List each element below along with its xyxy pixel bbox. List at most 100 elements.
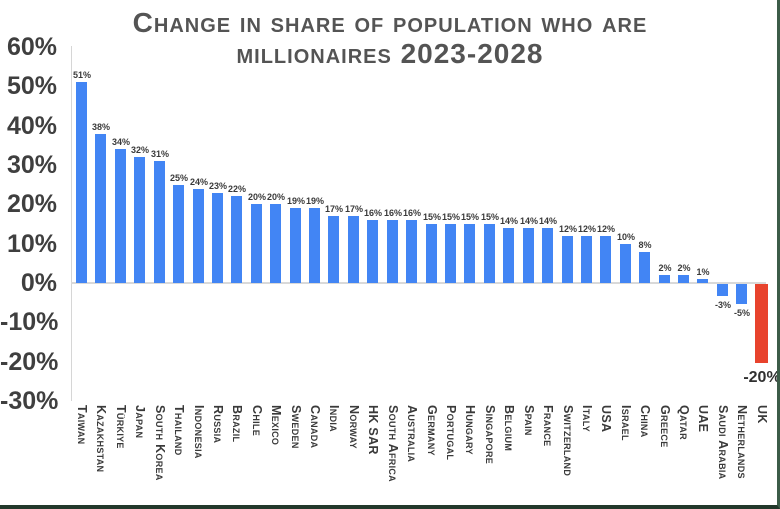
category-label: Hungary [463, 405, 477, 455]
value-label: 20% [247, 192, 266, 202]
category-label: Qatar [677, 405, 691, 440]
category-label: Israel [619, 405, 633, 441]
category-label: Saudi Arabia [716, 405, 730, 480]
category-label: India [327, 405, 341, 432]
bar-usa [600, 236, 611, 283]
value-label: 38% [91, 122, 110, 132]
value-label: 22% [227, 184, 246, 194]
chart-title-line-1: Change in share of population who are [132, 7, 648, 38]
bar-india [328, 216, 339, 283]
y-tick-label: 10% [6, 229, 57, 258]
y-tick-label: 40% [6, 111, 57, 140]
value-label: -20% [743, 369, 780, 386]
value-label: 51% [72, 70, 91, 80]
y-tick-label: -20% [0, 347, 59, 376]
value-label: 16% [383, 208, 402, 218]
y-axis-line [71, 46, 72, 401]
y-tick-label: -10% [0, 308, 59, 337]
bar-germany [426, 224, 437, 283]
value-label: 12% [596, 224, 615, 234]
value-label: 15% [422, 212, 441, 222]
bar-australia [406, 220, 417, 283]
value-label: 15% [480, 212, 499, 222]
value-label: 12% [558, 224, 577, 234]
bar-indonesia [193, 189, 204, 283]
y-tick-label: 20% [6, 190, 57, 219]
category-label: Greece [658, 405, 672, 448]
bar-belgium [503, 228, 514, 283]
bar-mexico [270, 204, 281, 283]
value-label: 19% [286, 196, 305, 206]
bar-sweden [290, 208, 301, 283]
bar-kazakhstan [95, 134, 106, 283]
value-label: 16% [402, 208, 421, 218]
bar-uk [755, 284, 768, 363]
bar-uae [697, 279, 708, 283]
value-label: 23% [208, 181, 227, 191]
category-label: Mexico [269, 405, 283, 446]
bar-south-korea [154, 161, 165, 283]
y-tick-label: 60% [6, 33, 57, 61]
bar-hungary [464, 224, 475, 283]
chart-title-line-2: millionaires 2023-2028 [236, 38, 544, 69]
value-label: 15% [460, 212, 479, 222]
bar-thailand [173, 185, 184, 283]
value-label: 17% [324, 204, 343, 214]
bar-china [639, 252, 650, 283]
category-label: Portugal [444, 405, 458, 461]
bar-south-africa [387, 220, 398, 283]
category-label: Japan [133, 405, 147, 439]
category-label: South Korea [153, 405, 167, 481]
category-label: Türkiye [114, 405, 128, 449]
value-label: -5% [733, 308, 750, 318]
value-label: 12% [577, 224, 596, 234]
category-label: Brazil [230, 405, 244, 443]
value-label: 2% [677, 263, 691, 273]
value-label: 25% [169, 173, 188, 183]
value-label: 16% [363, 208, 382, 218]
bar-france [542, 228, 553, 283]
value-label: 24% [189, 177, 208, 187]
category-label: Netherlands [735, 405, 749, 479]
bar-brazil [231, 196, 242, 283]
category-label: HK SAR [366, 405, 380, 455]
category-label: Taiwan [75, 405, 89, 445]
chart-title: Change in share of population who are mi… [0, 7, 777, 69]
bar-japan [134, 157, 145, 283]
category-label: Belgium [502, 405, 516, 452]
category-label: France [541, 405, 555, 447]
category-label: Chile [250, 405, 264, 437]
bar-saudi-arabia [717, 284, 728, 296]
category-label: Kazakhstan [94, 405, 108, 473]
y-tick-label: 0% [20, 269, 57, 297]
bar-norway [348, 216, 359, 283]
zero-baseline [71, 282, 766, 284]
bar-portugal [445, 224, 456, 283]
bar-hk-sar [367, 220, 378, 283]
bar-taiwan [76, 82, 87, 283]
bar-türkiye [115, 149, 126, 283]
value-label: 14% [538, 216, 557, 226]
value-label: 10% [616, 232, 635, 242]
category-label: Italy [580, 405, 594, 432]
value-label: 1% [696, 267, 710, 277]
value-label: 2% [658, 263, 672, 273]
category-label: UK [755, 405, 769, 424]
bar-canada [309, 208, 320, 283]
bar-italy [581, 236, 592, 283]
category-label: Spain [522, 405, 536, 436]
category-label: South Africa [386, 405, 400, 482]
bar-russia [212, 193, 223, 283]
category-label: Singapore [483, 405, 497, 465]
bar-spain [523, 228, 534, 283]
value-label: 14% [499, 216, 518, 226]
value-label: 32% [130, 145, 149, 155]
y-tick-label: -30% [0, 386, 59, 415]
value-label: 14% [519, 216, 538, 226]
category-label: Australia [405, 405, 419, 463]
bar-netherlands [736, 284, 747, 304]
category-label: Indonesia [192, 405, 206, 459]
bar-israel [620, 244, 631, 283]
value-label: 15% [441, 212, 460, 222]
